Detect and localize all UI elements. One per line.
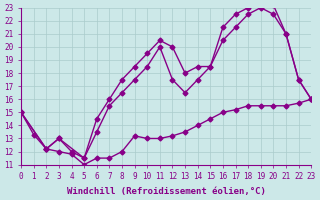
X-axis label: Windchill (Refroidissement éolien,°C): Windchill (Refroidissement éolien,°C) <box>67 187 266 196</box>
